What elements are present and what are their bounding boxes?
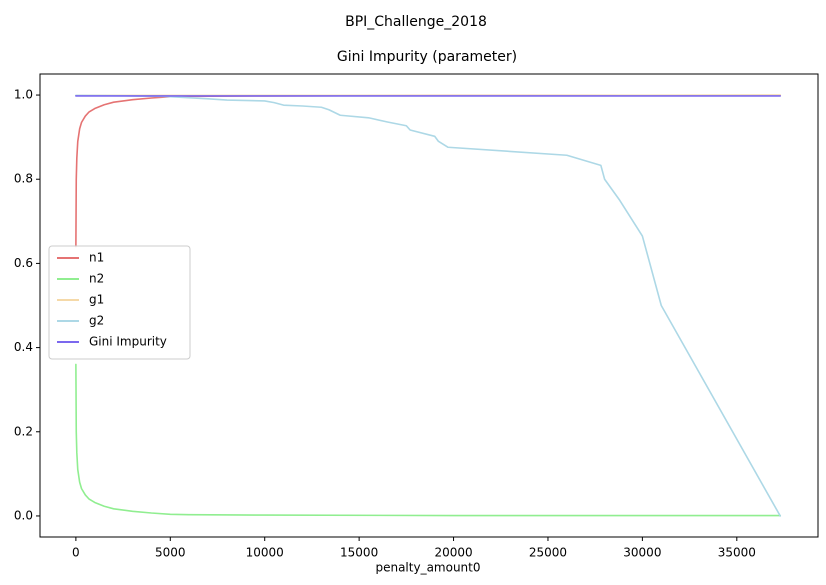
y-tick-label: 0.6 xyxy=(14,256,33,270)
y-tick-label: 1.0 xyxy=(14,88,33,102)
x-tick-label: 35000 xyxy=(718,546,756,560)
series-line-n2 xyxy=(75,363,782,517)
series-layer xyxy=(75,94,782,517)
x-axis-label: penalty_amount0 xyxy=(375,561,480,575)
series-line-g2 xyxy=(75,94,782,517)
y-tick-label: 0.8 xyxy=(14,172,33,186)
legend-label-g2: g2 xyxy=(89,314,104,328)
x-axis-ticks: 0 5000 10000 15000 20000 25000 30000 35000 xyxy=(72,537,756,560)
x-tick-label: 0 xyxy=(72,546,80,560)
x-tick-label: 5000 xyxy=(155,546,186,560)
y-tick-label: 0.2 xyxy=(14,424,33,438)
x-tick-label: 10000 xyxy=(246,546,284,560)
legend: n1 n2 g1 g2 Gini Impurity xyxy=(48,245,191,360)
x-tick-label: 25000 xyxy=(529,546,567,560)
legend-label-n2: n2 xyxy=(89,272,104,286)
x-tick-label: 15000 xyxy=(340,546,378,560)
y-tick-label: 0.4 xyxy=(14,340,33,354)
y-tick-label: 0.0 xyxy=(14,508,33,522)
plot-area: 0 5000 10000 15000 20000 25000 30000 35000 0.00… xyxy=(14,73,819,560)
x-tick-label: 20000 xyxy=(434,546,472,560)
chart-title: Gini Impurity (parameter) xyxy=(337,49,517,65)
axes-frame xyxy=(39,73,819,538)
legend-box xyxy=(48,245,191,360)
x-tick-label: 30000 xyxy=(623,546,661,560)
legend-label-n1: n1 xyxy=(89,251,104,265)
y-axis-ticks: 0.0 0.2 0.4 0.6 0.8 1.0 xyxy=(14,88,40,522)
chart-suptitle: BPI_Challenge_2018 xyxy=(345,14,487,30)
legend-label-gini-impurity: Gini Impurity xyxy=(89,335,167,349)
legend-label-g1: g1 xyxy=(89,293,104,307)
